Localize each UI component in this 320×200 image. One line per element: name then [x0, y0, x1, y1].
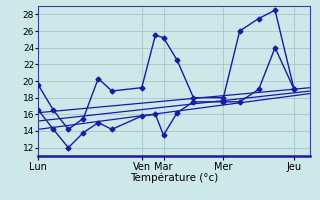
X-axis label: Température (°c): Température (°c): [130, 173, 219, 183]
